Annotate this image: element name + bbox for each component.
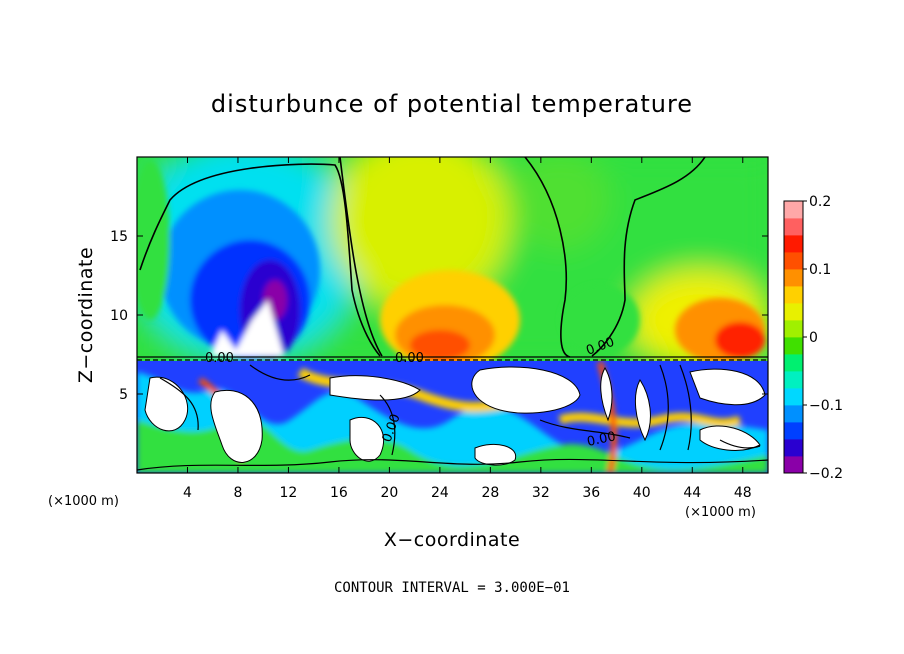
x-tick-label: 12 xyxy=(280,485,298,501)
upper-field xyxy=(137,157,768,370)
colorbar-swatch xyxy=(784,218,803,236)
upper-contour-lines xyxy=(137,157,768,361)
y-tick-label: 10 xyxy=(110,308,128,324)
x-axis-ticks: 4 8 12 16 20 24 28 32 36 40 44 48 xyxy=(183,157,752,501)
y-axis-ticks: 5 10 15 xyxy=(110,229,768,403)
x-unit-right: (×1000 m) xyxy=(685,505,756,520)
y-axis-label: Z−coordinate xyxy=(75,247,97,383)
colorbar-swatch xyxy=(784,388,803,406)
lower-white-patches xyxy=(144,366,766,466)
x-tick-label: 36 xyxy=(582,485,600,501)
colorbar-frame xyxy=(783,200,804,474)
colorbar-tick-label: −0.1 xyxy=(809,398,843,414)
colorbar-swatch xyxy=(784,235,803,253)
colorbar-swatch xyxy=(784,405,803,423)
colorbar-swatch xyxy=(784,456,803,474)
x-tick-label: 4 xyxy=(183,485,192,501)
colorbar-swatch xyxy=(784,337,803,355)
x-unit-left: (×1000 m) xyxy=(48,494,119,509)
contour-label: 0.00 xyxy=(395,351,424,366)
colorbar: 0.2 0.1 0 −0.1 −0.2 xyxy=(784,194,843,482)
colorbar-swatch xyxy=(784,269,803,287)
colorbar-tick-label: 0.1 xyxy=(809,262,831,278)
colorbar-swatch xyxy=(784,303,803,321)
x-tick-label: 40 xyxy=(633,485,651,501)
contour-label: 0.00 xyxy=(205,351,234,366)
contour-interval-label: CONTOUR INTERVAL = 3.000E−01 xyxy=(334,580,570,596)
colorbar-swatch xyxy=(784,439,803,457)
colorbar-swatch xyxy=(784,354,803,372)
chart-title: disturbunce of potential temperature xyxy=(211,90,693,118)
colorbar-swatch xyxy=(784,286,803,304)
x-axis-label: X−coordinate xyxy=(384,529,520,551)
x-tick-label: 32 xyxy=(532,485,550,501)
x-tick-label: 48 xyxy=(734,485,752,501)
colorbar-swatch xyxy=(784,201,803,219)
x-tick-label: 20 xyxy=(380,485,398,501)
x-tick-label: 8 xyxy=(233,485,242,501)
x-tick-label: 44 xyxy=(683,485,701,501)
plot-area: 0.00 0.00 0.00 0.00 0.00 xyxy=(137,157,768,473)
contour-label: 0.00 xyxy=(586,429,617,450)
x-tick-label: 16 xyxy=(330,485,348,501)
lower-field xyxy=(137,361,768,473)
x-tick-label: 28 xyxy=(481,485,499,501)
colorbar-swatch xyxy=(784,371,803,389)
colorbar-swatch xyxy=(784,422,803,440)
colorbar-tick-label: −0.2 xyxy=(809,466,843,482)
colorbar-swatch xyxy=(784,252,803,270)
colorbar-tick-label: 0.2 xyxy=(809,194,831,210)
colorbar-swatch xyxy=(784,320,803,338)
colorbar-tick-label: 0 xyxy=(809,330,818,346)
y-tick-label: 15 xyxy=(110,229,128,245)
x-tick-label: 24 xyxy=(431,485,449,501)
y-tick-label: 5 xyxy=(119,387,128,403)
lower-contour-lines xyxy=(137,364,768,471)
